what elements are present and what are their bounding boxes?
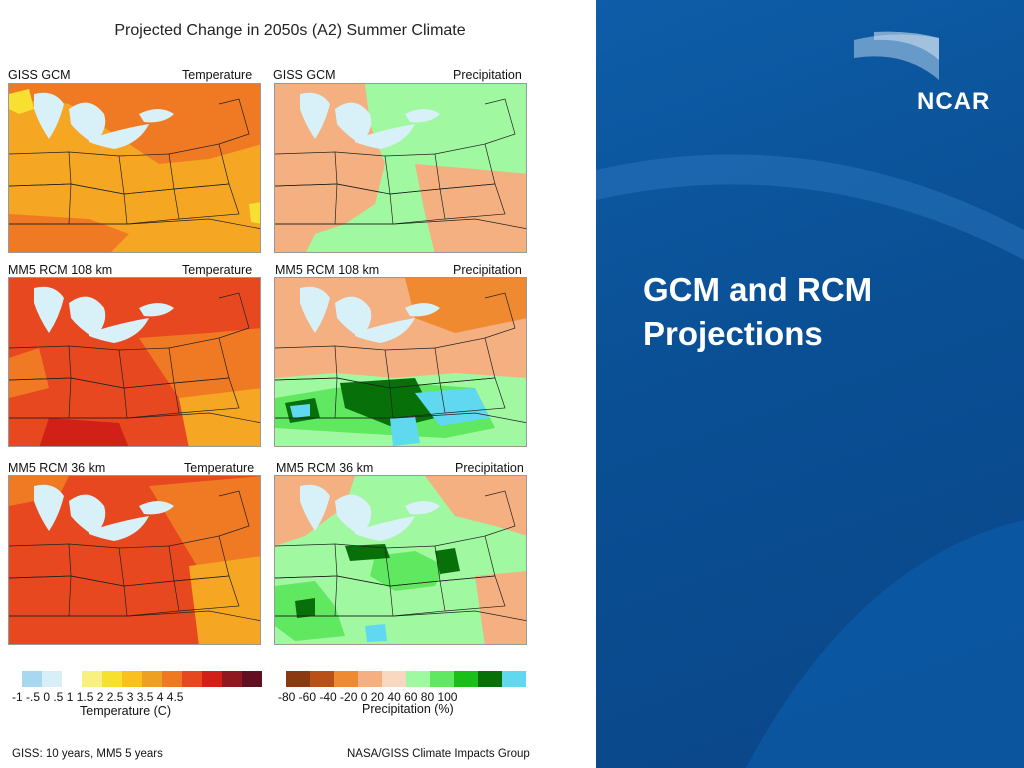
panel-3-model-label: MM5 RCM 108 km xyxy=(8,263,113,277)
panel-3-variable-label: Temperature xyxy=(182,263,253,277)
map-rcm108-precipitation xyxy=(274,277,527,447)
footnote-right: NASA/GISS Climate Impacts Group xyxy=(347,748,530,760)
legend-swatch xyxy=(122,671,142,687)
legend-swatch xyxy=(430,671,454,687)
temperature-legend-title: Temperature (C) xyxy=(80,704,171,718)
slide-heading: GCM and RCM Projections xyxy=(643,271,873,352)
ncar-logo-text: NCAR xyxy=(917,88,991,115)
legend-swatch xyxy=(182,671,202,687)
title-panel: NCAR GCM and RCM Projections xyxy=(596,0,1024,768)
panel-2-model-label: GISS GCM xyxy=(273,68,336,82)
climate-figure: Projected Change in 2050s (A2) Summer Cl… xyxy=(8,22,530,760)
legend-swatch xyxy=(82,671,102,687)
map-rcm108-temperature xyxy=(8,277,261,447)
panel-1-variable-label: Temperature xyxy=(182,68,253,82)
legend-swatch xyxy=(334,671,358,687)
legend-swatch xyxy=(502,671,526,687)
legend-swatch xyxy=(62,671,82,687)
legend-swatch xyxy=(22,671,42,687)
precipitation-legend xyxy=(286,671,526,687)
precipitation-legend-title: Precipitation (%) xyxy=(362,702,454,716)
legend-swatch xyxy=(286,671,310,687)
figure-title: Projected Change in 2050s (A2) Summer Cl… xyxy=(114,22,466,39)
map-rcm36-precipitation xyxy=(274,475,527,645)
panel-1-model-label: GISS GCM xyxy=(8,68,71,82)
legend-swatch xyxy=(142,671,162,687)
legend-swatch xyxy=(382,671,406,687)
map-gcm-temperature xyxy=(8,83,261,253)
legend-swatch xyxy=(222,671,242,687)
legend-swatch xyxy=(162,671,182,687)
legend-swatch xyxy=(358,671,382,687)
panel-6-variable-label: Precipitation xyxy=(455,461,524,475)
legend-swatch xyxy=(454,671,478,687)
precipitation-legend-ticks: -80 -60 -40 -20 0 20 40 60 80 100 xyxy=(278,690,458,704)
legend-swatch xyxy=(310,671,334,687)
panel-5-model-label: MM5 RCM 36 km xyxy=(8,461,106,475)
legend-swatch xyxy=(102,671,122,687)
background-swoosh xyxy=(596,154,1024,768)
temperature-legend-ticks: -1 -.5 0 .5 1 1.5 2 2.5 3 3.5 4 4.5 xyxy=(12,690,184,704)
ncar-logo-icon xyxy=(854,31,939,80)
legend-swatch xyxy=(42,671,62,687)
legend-swatch xyxy=(478,671,502,687)
panel-4-model-label: MM5 RCM 108 km xyxy=(275,263,380,277)
footnote-left: GISS: 10 years, MM5 5 years xyxy=(12,748,163,760)
temperature-legend xyxy=(22,671,262,687)
panel-2-variable-label: Precipitation xyxy=(453,68,522,82)
panel-4-variable-label: Precipitation xyxy=(453,263,522,277)
map-gcm-precipitation xyxy=(274,83,527,253)
panel-5-variable-label: Temperature xyxy=(184,461,255,475)
panel-6-model-label: MM5 RCM 36 km xyxy=(276,461,374,475)
map-rcm36-temperature xyxy=(8,475,261,645)
legend-swatch xyxy=(242,671,262,687)
legend-swatch xyxy=(406,671,430,687)
legend-swatch xyxy=(202,671,222,687)
